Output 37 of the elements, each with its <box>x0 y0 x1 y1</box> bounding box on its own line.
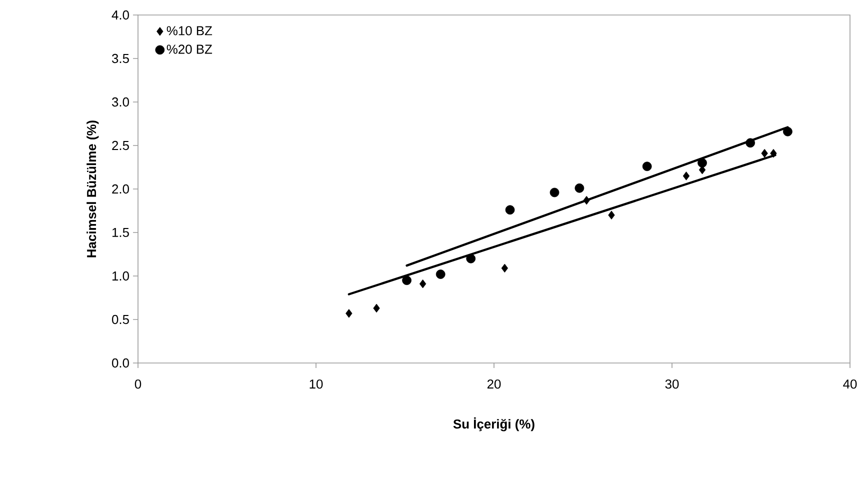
x-tick-label: 30 <box>665 379 679 389</box>
x-tick-label: 40 <box>843 379 857 389</box>
point <box>419 279 426 288</box>
y-tick-label: 0.5 <box>112 314 129 324</box>
y-tick-label: 3.0 <box>112 97 129 107</box>
point <box>682 172 690 180</box>
x-axis-title: Su İçeriği (%) <box>453 417 534 432</box>
point <box>373 304 380 313</box>
point <box>608 210 615 220</box>
y-tick-label: 4.0 <box>112 10 129 20</box>
y-tick-label: 2.0 <box>112 184 129 194</box>
point <box>501 264 508 273</box>
point <box>746 138 756 148</box>
y-tick-label: 3.5 <box>112 54 129 64</box>
y-tick-label: 1.0 <box>112 271 129 281</box>
point <box>770 148 777 158</box>
point <box>505 205 515 215</box>
point <box>346 309 352 318</box>
point <box>642 162 652 172</box>
x-tick-label: 10 <box>310 379 323 389</box>
y-tick-label: 0.0 <box>112 358 129 368</box>
point <box>574 183 584 193</box>
legend-label: %10 BZ <box>166 26 212 36</box>
point <box>436 270 446 279</box>
x-tick-label: 20 <box>487 379 501 389</box>
point <box>698 158 707 168</box>
point <box>783 126 792 136</box>
point <box>761 148 768 158</box>
point <box>550 188 560 198</box>
point <box>583 196 590 205</box>
point <box>402 276 412 286</box>
y-axis-title: Hacimsel Büzülme (%) <box>86 120 99 258</box>
point <box>466 254 476 264</box>
y-tick-label: 1.5 <box>112 228 129 238</box>
x-tick-label: 0 <box>134 379 142 389</box>
legend-label: %20 BZ <box>166 44 212 54</box>
y-tick-label: 2.5 <box>112 140 129 150</box>
